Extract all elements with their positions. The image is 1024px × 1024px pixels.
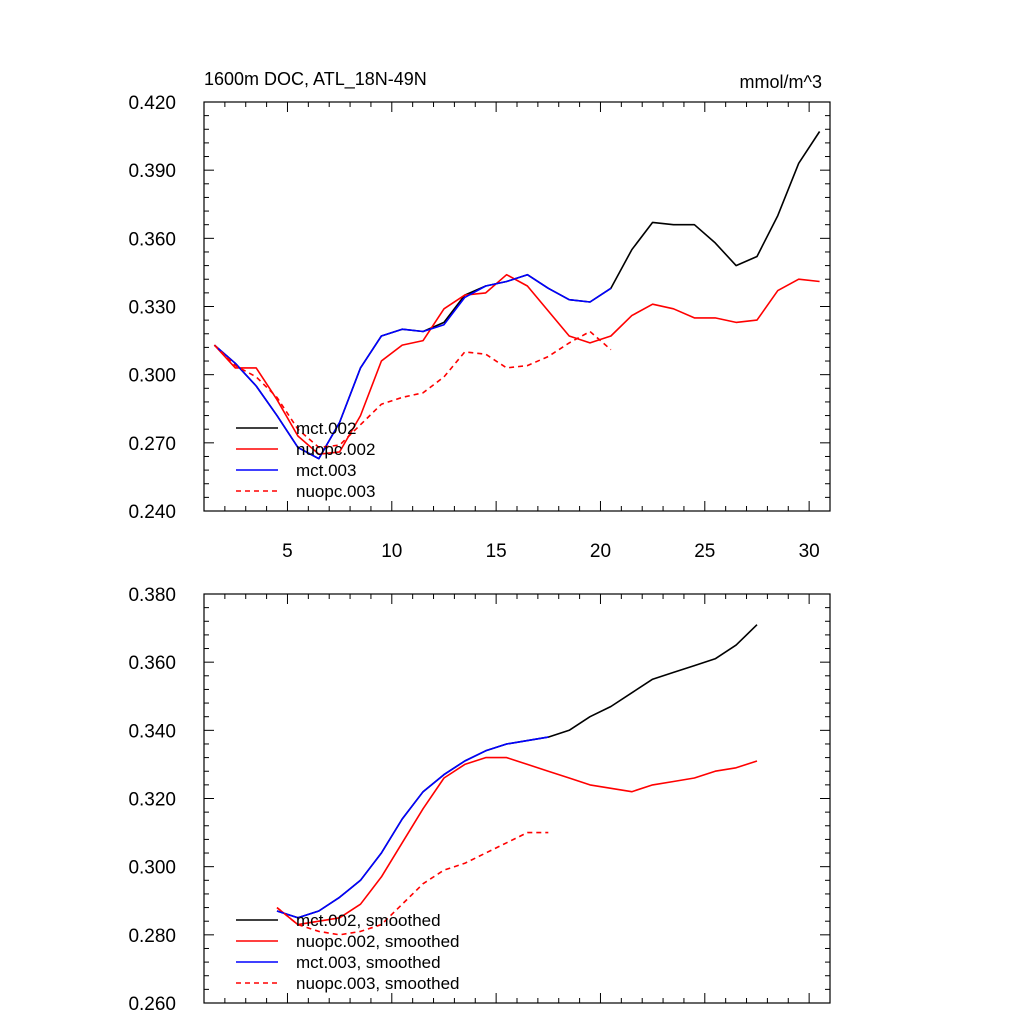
series-line-nuopc-003 (213, 330, 612, 449)
legend-label: mct.002 (296, 419, 356, 438)
y-tick-label: 0.390 (128, 161, 176, 182)
y-tick-label: 0.330 (128, 298, 176, 319)
y-tick-label: 0.380 (128, 585, 176, 606)
y-tick-label: 0.300 (128, 366, 176, 387)
series-line-nuopc-002-smoothed (276, 756, 758, 926)
x-tick-label: 15 (486, 541, 507, 562)
series-line-mct-002-smoothed (276, 624, 758, 919)
units-label: mmol/m^3 (740, 72, 822, 92)
y-tick-label: 0.300 (128, 858, 176, 879)
legend-label: nuopc.003, smoothed (296, 974, 460, 993)
x-tick-label: 20 (590, 541, 611, 562)
series-line-nuopc-002 (213, 273, 820, 456)
y-tick-label: 0.360 (128, 229, 176, 250)
top-panel: 0.240 0.270 0.300 0.330 0.360 0.390 0.420 5 10 15… (128, 69, 831, 562)
x-tick-label: 25 (694, 541, 715, 562)
series-line-mct-003-smoothed (276, 736, 549, 919)
y-tick-label: 0.320 (128, 790, 176, 811)
legend-label: nuopc.003 (296, 482, 375, 501)
series-line-nuopc-003-smoothed (276, 831, 549, 936)
bottom-panel: 0.260 0.280 0.300 0.320 0.340 0.360 0.380 mct.0… (128, 585, 831, 1015)
series-line-mct-003 (213, 273, 612, 460)
series-line-mct-002 (213, 131, 821, 460)
x-tick-label: 10 (381, 541, 402, 562)
x-tick-label: 5 (282, 541, 293, 562)
legend-label: mct.002, smoothed (296, 911, 441, 930)
y-tick-label: 0.420 (128, 93, 176, 114)
y-tick-label: 0.280 (128, 926, 176, 947)
x-tick-label: 30 (799, 541, 820, 562)
chart-title: 1600m DOC, ATL_18N-49N (204, 69, 427, 90)
y-tick-label: 0.240 (128, 502, 176, 523)
y-tick-label: 0.360 (128, 653, 176, 674)
y-tick-label: 0.260 (128, 994, 176, 1015)
y-tick-label: 0.340 (128, 721, 176, 742)
legend-label: nuopc.002, smoothed (296, 932, 460, 951)
y-tick-label: 0.270 (128, 434, 176, 455)
legend-label: mct.003, smoothed (296, 953, 441, 972)
legend-label: nuopc.002 (296, 440, 375, 459)
legend-label: mct.003 (296, 461, 356, 480)
